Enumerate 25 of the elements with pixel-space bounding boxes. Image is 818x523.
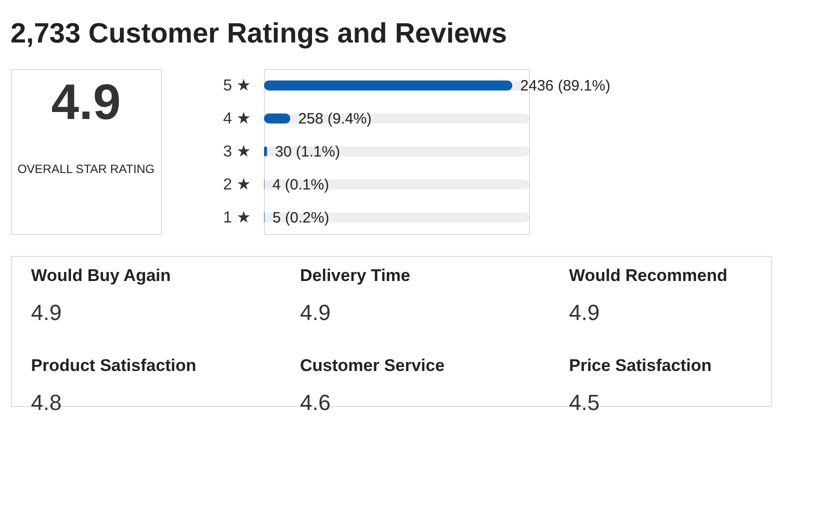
text: 4.8 (31, 390, 62, 415)
text: Would Recommend (569, 266, 728, 285)
text: Price Satisfaction (569, 356, 712, 375)
text: Delivery Time (300, 266, 410, 285)
data-label: 5 (0.2%) (272, 210, 330, 226)
y-tick-label: 3 ★ (223, 144, 250, 160)
chart-title: 2,733 Customer Ratings and Reviews (10, 18, 507, 48)
text: 4.6 (300, 390, 331, 415)
data-label: 30 (1.1%) (275, 144, 340, 160)
y-tick-label: 4 ★ (223, 110, 250, 128)
y-tick-label: 2 ★ (223, 176, 250, 194)
text: Product Satisfaction (31, 356, 196, 375)
data-label: 2436 (89.1%) (520, 78, 610, 94)
text: 4.9 (51, 74, 121, 130)
data-label: 258 (9.4%) (298, 110, 372, 128)
text: Customer Service (300, 356, 445, 375)
text: 4.9 (300, 300, 331, 325)
text: OVERALL STAR RATING (17, 162, 155, 176)
text: 4.5 (569, 390, 600, 415)
text: Would Buy Again (31, 266, 171, 285)
y-tick-label: 1 ★ (223, 210, 250, 226)
text: 4.9 (569, 300, 600, 325)
data-label: 4 (0.1%) (272, 176, 330, 194)
y-tick-label: 5 ★ (223, 78, 250, 94)
text: 4.9 (31, 300, 62, 325)
